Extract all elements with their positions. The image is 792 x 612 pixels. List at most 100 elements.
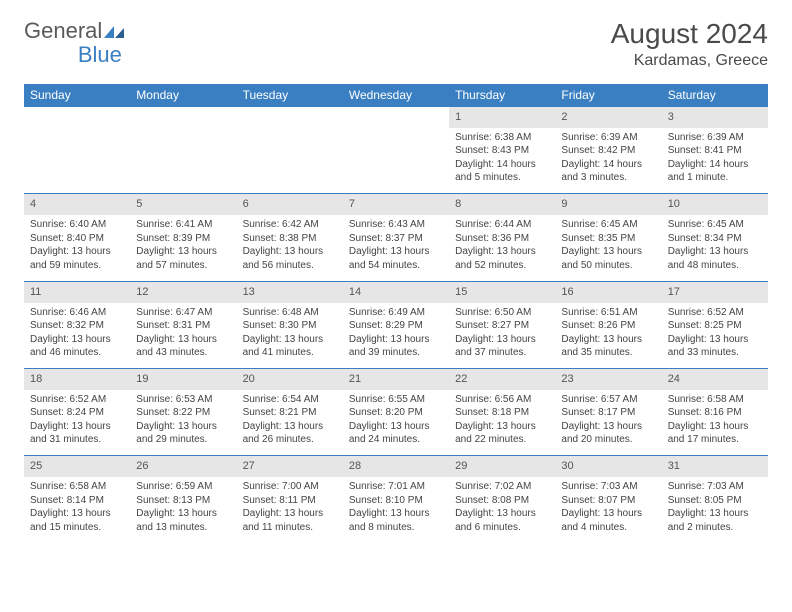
day-content-cell: Sunrise: 6:52 AMSunset: 8:25 PMDaylight:… (662, 303, 768, 369)
day-d2: and 33 minutes. (668, 346, 762, 360)
logo: General (24, 18, 124, 44)
day-number-cell: 29 (449, 456, 555, 477)
day-d2: and 6 minutes. (455, 521, 549, 535)
day-content-row: Sunrise: 6:40 AMSunset: 8:40 PMDaylight:… (24, 215, 768, 281)
day-number-cell: 30 (555, 456, 661, 477)
day-content-cell: Sunrise: 6:55 AMSunset: 8:20 PMDaylight:… (343, 390, 449, 456)
day-sr: Sunrise: 6:48 AM (243, 306, 337, 320)
calendar-header-row: SundayMondayTuesdayWednesdayThursdayFrid… (24, 84, 768, 107)
day-number-cell: 10 (662, 194, 768, 215)
day-d1: Daylight: 14 hours (668, 158, 762, 172)
day-number-cell: 9 (555, 194, 661, 215)
day-d1: Daylight: 13 hours (243, 507, 337, 521)
day-ss: Sunset: 8:30 PM (243, 319, 337, 333)
day-content-cell: Sunrise: 7:00 AMSunset: 8:11 PMDaylight:… (237, 477, 343, 543)
day-number-cell: 7 (343, 194, 449, 215)
day-d1: Daylight: 13 hours (561, 333, 655, 347)
day-number-cell: 11 (24, 281, 130, 302)
day-ss: Sunset: 8:20 PM (349, 406, 443, 420)
day-content-cell: Sunrise: 6:57 AMSunset: 8:17 PMDaylight:… (555, 390, 661, 456)
day-content-cell: Sunrise: 6:45 AMSunset: 8:35 PMDaylight:… (555, 215, 661, 281)
day-sr: Sunrise: 6:55 AM (349, 393, 443, 407)
day-content-cell: Sunrise: 6:53 AMSunset: 8:22 PMDaylight:… (130, 390, 236, 456)
day-d1: Daylight: 14 hours (455, 158, 549, 172)
day-d2: and 57 minutes. (136, 259, 230, 273)
day-d2: and 48 minutes. (668, 259, 762, 273)
day-number-cell: 1 (449, 107, 555, 128)
day-d1: Daylight: 13 hours (561, 245, 655, 259)
day-d1: Daylight: 13 hours (30, 420, 124, 434)
day-d2: and 56 minutes. (243, 259, 337, 273)
day-d1: Daylight: 13 hours (30, 507, 124, 521)
day-d2: and 46 minutes. (30, 346, 124, 360)
day-ss: Sunset: 8:39 PM (136, 232, 230, 246)
day-d1: Daylight: 13 hours (136, 333, 230, 347)
day-sr: Sunrise: 6:47 AM (136, 306, 230, 320)
day-ss: Sunset: 8:29 PM (349, 319, 443, 333)
day-content-cell: Sunrise: 7:01 AMSunset: 8:10 PMDaylight:… (343, 477, 449, 543)
day-d2: and 15 minutes. (30, 521, 124, 535)
title-block: August 2024 Kardamas, Greece (611, 18, 768, 70)
day-ss: Sunset: 8:18 PM (455, 406, 549, 420)
day-sr: Sunrise: 6:52 AM (30, 393, 124, 407)
day-content-cell: Sunrise: 6:42 AMSunset: 8:38 PMDaylight:… (237, 215, 343, 281)
day-d1: Daylight: 13 hours (455, 420, 549, 434)
weekday-header: Thursday (449, 84, 555, 107)
day-ss: Sunset: 8:25 PM (668, 319, 762, 333)
day-content-cell: Sunrise: 6:46 AMSunset: 8:32 PMDaylight:… (24, 303, 130, 369)
weekday-header: Monday (130, 84, 236, 107)
day-d1: Daylight: 13 hours (243, 245, 337, 259)
day-content-cell: Sunrise: 6:56 AMSunset: 8:18 PMDaylight:… (449, 390, 555, 456)
day-ss: Sunset: 8:35 PM (561, 232, 655, 246)
day-content-cell: Sunrise: 6:39 AMSunset: 8:42 PMDaylight:… (555, 128, 661, 194)
day-sr: Sunrise: 6:52 AM (668, 306, 762, 320)
day-number-cell: 23 (555, 369, 661, 390)
day-d1: Daylight: 13 hours (668, 420, 762, 434)
day-number-cell: 13 (237, 281, 343, 302)
day-number-cell: 20 (237, 369, 343, 390)
day-sr: Sunrise: 6:39 AM (668, 131, 762, 145)
day-content-cell (343, 128, 449, 194)
day-sr: Sunrise: 6:42 AM (243, 218, 337, 232)
day-ss: Sunset: 8:36 PM (455, 232, 549, 246)
day-number-row: 11121314151617 (24, 281, 768, 302)
day-d2: and 24 minutes. (349, 433, 443, 447)
day-ss: Sunset: 8:16 PM (668, 406, 762, 420)
day-content-cell: Sunrise: 6:52 AMSunset: 8:24 PMDaylight:… (24, 390, 130, 456)
day-ss: Sunset: 8:17 PM (561, 406, 655, 420)
day-d1: Daylight: 13 hours (243, 420, 337, 434)
day-content-cell: Sunrise: 6:41 AMSunset: 8:39 PMDaylight:… (130, 215, 236, 281)
day-d2: and 41 minutes. (243, 346, 337, 360)
day-number-cell (343, 107, 449, 128)
day-d1: Daylight: 13 hours (30, 245, 124, 259)
day-number-cell: 25 (24, 456, 130, 477)
day-ss: Sunset: 8:40 PM (30, 232, 124, 246)
day-content-cell: Sunrise: 6:38 AMSunset: 8:43 PMDaylight:… (449, 128, 555, 194)
calendar-table: SundayMondayTuesdayWednesdayThursdayFrid… (24, 84, 768, 543)
day-content-row: Sunrise: 6:58 AMSunset: 8:14 PMDaylight:… (24, 477, 768, 543)
day-ss: Sunset: 8:22 PM (136, 406, 230, 420)
day-ss: Sunset: 8:42 PM (561, 144, 655, 158)
day-number-cell: 2 (555, 107, 661, 128)
day-d1: Daylight: 13 hours (668, 333, 762, 347)
weekday-header: Sunday (24, 84, 130, 107)
day-number-row: 25262728293031 (24, 456, 768, 477)
day-number-cell: 4 (24, 194, 130, 215)
day-number-cell: 17 (662, 281, 768, 302)
day-sr: Sunrise: 7:00 AM (243, 480, 337, 494)
day-content-cell: Sunrise: 6:47 AMSunset: 8:31 PMDaylight:… (130, 303, 236, 369)
day-d2: and 17 minutes. (668, 433, 762, 447)
day-d2: and 5 minutes. (455, 171, 549, 185)
day-number-cell: 8 (449, 194, 555, 215)
day-content-cell: Sunrise: 6:49 AMSunset: 8:29 PMDaylight:… (343, 303, 449, 369)
weekday-header: Wednesday (343, 84, 449, 107)
day-d1: Daylight: 13 hours (243, 333, 337, 347)
day-d2: and 37 minutes. (455, 346, 549, 360)
day-ss: Sunset: 8:08 PM (455, 494, 549, 508)
day-d1: Daylight: 14 hours (561, 158, 655, 172)
day-number-row: 45678910 (24, 194, 768, 215)
weekday-header: Friday (555, 84, 661, 107)
day-ss: Sunset: 8:38 PM (243, 232, 337, 246)
day-sr: Sunrise: 6:40 AM (30, 218, 124, 232)
day-content-cell: Sunrise: 7:03 AMSunset: 8:05 PMDaylight:… (662, 477, 768, 543)
